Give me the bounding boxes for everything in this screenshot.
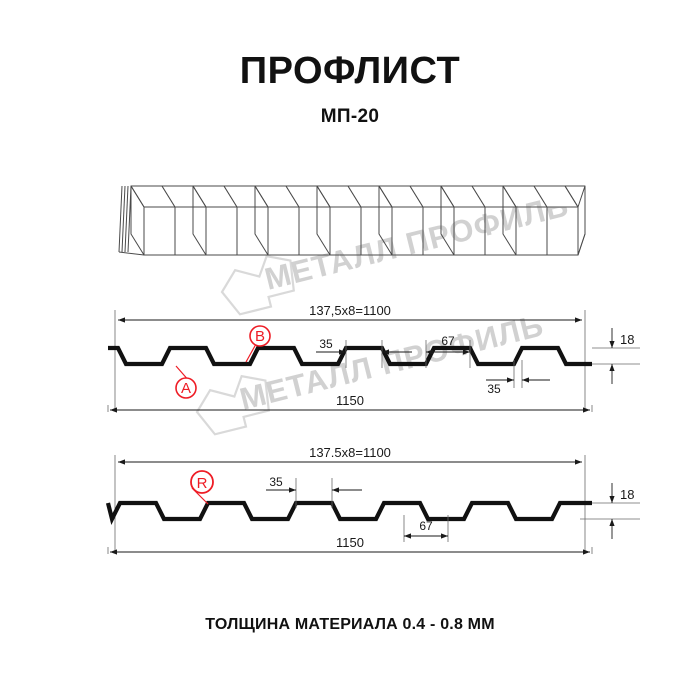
dimension-top-height-label: 18 bbox=[620, 332, 634, 347]
dimension-top-35-right-label: 35 bbox=[487, 382, 501, 396]
dimension-bottom-67-label: 67 bbox=[419, 519, 433, 533]
extension-lines-top bbox=[107, 310, 593, 412]
dimension-top-full-width-label: 1150 bbox=[336, 393, 364, 408]
dimension-bottom-35-label: 35 bbox=[269, 475, 283, 489]
marker-a-label: A bbox=[181, 380, 191, 397]
profile-diagram-top: 137,5x8=1100 35 67 bbox=[107, 303, 640, 413]
dimension-bottom-67: 67 bbox=[403, 515, 449, 542]
marker-a: A bbox=[175, 365, 197, 399]
dimension-bottom-width: 137.5x8=1100 bbox=[118, 445, 582, 465]
dimension-top-full-width: 1150 bbox=[110, 393, 590, 413]
dimension-top-35-left-label: 35 bbox=[319, 337, 333, 351]
dimension-top-width: 137,5x8=1100 bbox=[118, 303, 582, 323]
dimension-bottom-full-width: 1150 bbox=[110, 535, 590, 555]
dimension-bottom-full-width-label: 1150 bbox=[336, 535, 364, 550]
isometric-sheet-view bbox=[118, 185, 586, 256]
marker-r: R bbox=[190, 470, 214, 505]
dimension-bottom-35: 35 bbox=[266, 475, 362, 508]
dimension-top-35-left: 35 bbox=[316, 337, 412, 368]
dimension-bottom-width-label: 137.5x8=1100 bbox=[309, 445, 391, 460]
dimension-top-height: 18 bbox=[592, 328, 640, 384]
profile-diagram-bottom: 137.5x8=1100 35 67 bbox=[105, 445, 640, 555]
dimension-bottom-height: 18 bbox=[580, 483, 640, 539]
dimension-bottom-height-label: 18 bbox=[620, 487, 634, 502]
metall-profil-logo-icon bbox=[195, 374, 270, 436]
dimension-top-width-label: 137,5x8=1100 bbox=[309, 303, 391, 318]
dimension-top-35-right: 35 bbox=[486, 360, 550, 396]
marker-b-label: B bbox=[255, 328, 265, 345]
profile-outline-top bbox=[108, 345, 592, 367]
marker-r-label: R bbox=[197, 475, 208, 492]
metall-profil-logo-icon bbox=[220, 254, 295, 316]
dimension-top-67: 67 bbox=[425, 334, 471, 368]
marker-b: B bbox=[245, 325, 271, 363]
dimension-top-67-label: 67 bbox=[441, 334, 455, 348]
profile-outline-bottom bbox=[105, 500, 592, 526]
